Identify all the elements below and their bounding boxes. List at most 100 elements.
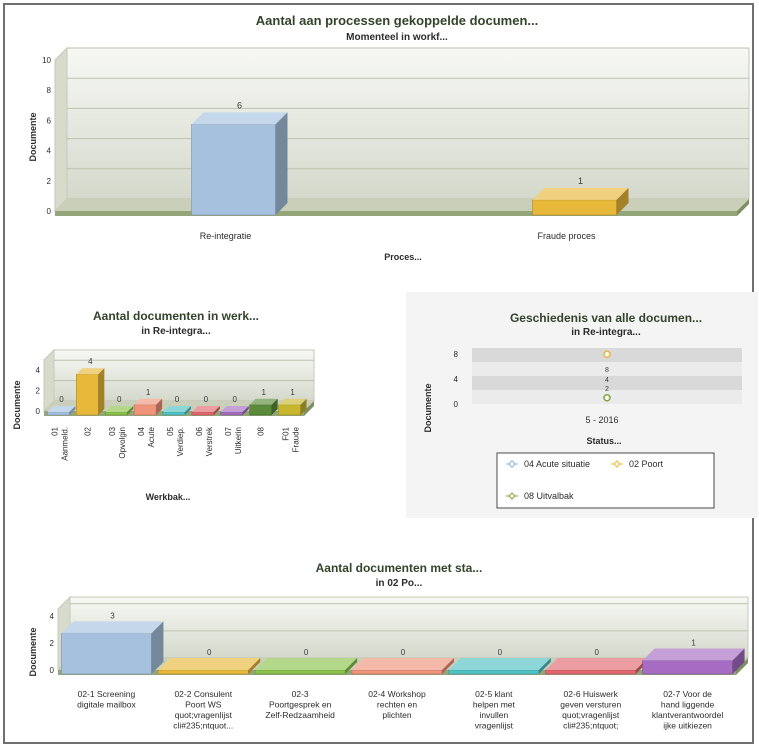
bar-front bbox=[61, 633, 152, 675]
bar-top bbox=[191, 406, 220, 412]
plot-band bbox=[472, 362, 742, 376]
x-tick-label: 07Uitkerin bbox=[224, 426, 243, 454]
bar-side bbox=[151, 621, 164, 674]
x-tick-label: 02 bbox=[83, 426, 92, 435]
chart-floor-side bbox=[736, 658, 748, 675]
data-label: 0 bbox=[498, 648, 503, 657]
bar-side bbox=[345, 658, 358, 674]
chart-subtitle: in Re-integra... bbox=[571, 327, 641, 338]
y-tick-label: 4 bbox=[50, 612, 55, 621]
data-label: 0 bbox=[304, 648, 309, 657]
plot-band bbox=[472, 376, 742, 390]
data-label: 3 bbox=[110, 611, 115, 620]
bar-front bbox=[157, 669, 249, 675]
bar-top bbox=[61, 621, 164, 634]
bar bbox=[191, 406, 220, 416]
bar-top bbox=[105, 406, 134, 412]
bar-side bbox=[213, 406, 220, 415]
bar-side bbox=[442, 658, 454, 674]
x-tick-label: 02-3 Poortgesprek en Zelf-Redzaamheid bbox=[265, 689, 335, 720]
x-tick-label: 02-4 Workshop rechten en plichten bbox=[368, 689, 426, 720]
bar-side bbox=[538, 658, 551, 674]
legend-swatch-marker bbox=[508, 460, 516, 468]
x-tick-label: 01Aanmeld. bbox=[50, 426, 69, 460]
data-label: 1 bbox=[261, 388, 266, 397]
chart-title: Aantal documenten met sta... bbox=[316, 561, 483, 575]
bar-top bbox=[642, 648, 745, 661]
x-tick-label: 05Verdiep. bbox=[166, 426, 185, 456]
bar bbox=[157, 658, 261, 675]
bar-top bbox=[532, 187, 629, 200]
chart-floor-side bbox=[304, 401, 314, 416]
chart-back-wall bbox=[69, 596, 749, 659]
bar bbox=[545, 658, 648, 675]
data-label: 0 bbox=[117, 395, 122, 404]
bar-side bbox=[732, 648, 745, 674]
chart-back-wall bbox=[66, 47, 750, 200]
y-tick-label: 2 bbox=[36, 387, 41, 396]
data-label: 0 bbox=[204, 395, 209, 404]
data-label: 0 bbox=[59, 395, 64, 404]
bar-front bbox=[545, 669, 637, 675]
bar bbox=[104, 406, 134, 416]
x-tick-label: 02-5 klant helpen met invullen vragenlijst bbox=[473, 689, 516, 731]
bar-top bbox=[76, 368, 105, 375]
bar-side bbox=[275, 112, 288, 215]
y-tick-label: 10 bbox=[42, 56, 51, 65]
bar bbox=[254, 658, 358, 675]
bar-top bbox=[191, 112, 288, 125]
data-point bbox=[603, 394, 611, 402]
data-label: 1 bbox=[578, 176, 583, 186]
y-tick-label: 0 bbox=[36, 407, 41, 416]
bar bbox=[351, 658, 454, 675]
x-tick-label: Fraude proces bbox=[537, 231, 596, 241]
bar-top bbox=[448, 658, 551, 670]
data-label: 1 bbox=[146, 388, 151, 397]
x-tick-label: 04Acute bbox=[137, 426, 156, 447]
bar-top bbox=[163, 406, 191, 412]
chart-title: Aantal aan processen gekoppelde documen.… bbox=[256, 13, 538, 28]
bar-top bbox=[278, 398, 307, 405]
x-axis-label: Proces... bbox=[384, 252, 422, 262]
y-tick-label: 0 bbox=[454, 400, 459, 409]
y-axis-label: Documente bbox=[423, 383, 433, 432]
bar bbox=[532, 187, 629, 216]
bar bbox=[47, 406, 76, 416]
bar bbox=[162, 406, 191, 416]
bar-side bbox=[271, 398, 278, 415]
chart-subtitle: in Re-integra... bbox=[141, 326, 211, 337]
bar bbox=[220, 406, 249, 416]
bar-side bbox=[156, 398, 163, 415]
data-label: 4 bbox=[88, 357, 93, 366]
chart-subtitle: in 02 Po... bbox=[376, 578, 423, 589]
y-tick-label: 4 bbox=[454, 375, 459, 384]
y-axis-label: Documente bbox=[12, 380, 22, 429]
bar-front bbox=[254, 669, 346, 675]
bar-side bbox=[185, 406, 191, 415]
y-axis-label: Documente bbox=[28, 627, 38, 676]
y-tick-label: 0 bbox=[47, 207, 52, 216]
y-axis-label: Documente bbox=[28, 112, 38, 161]
data-label: 1 bbox=[691, 638, 696, 647]
bar-side bbox=[127, 406, 134, 415]
bar-top bbox=[47, 406, 76, 412]
bar bbox=[61, 621, 164, 675]
data-label: 0 bbox=[207, 648, 212, 657]
y-tick-label: 4 bbox=[36, 366, 41, 375]
data-label: 6 bbox=[237, 100, 242, 110]
bar-top bbox=[249, 398, 278, 405]
legend-label: 04 Acute situatie bbox=[524, 459, 590, 469]
chart-title: Aantal documenten in werk... bbox=[93, 309, 259, 323]
data-label: 0 bbox=[233, 395, 238, 404]
bar bbox=[191, 112, 288, 216]
x-tick-label: Re-integratie bbox=[200, 231, 252, 241]
chart-subtitle: Momenteel in workf... bbox=[346, 32, 448, 43]
bar-side bbox=[98, 368, 105, 415]
x-tick-label: 02-1 Screening digitale mailbox bbox=[77, 689, 136, 710]
bar-top bbox=[255, 658, 358, 670]
data-label: 0 bbox=[401, 648, 406, 657]
data-label: 0 bbox=[175, 395, 180, 404]
